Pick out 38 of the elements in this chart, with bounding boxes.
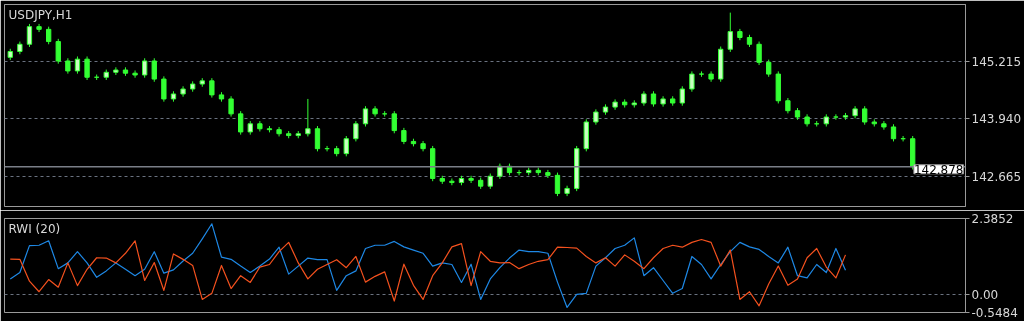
candlestick (343, 135, 349, 157)
candlestick (305, 98, 311, 137)
candlestick (756, 41, 762, 66)
candlestick (132, 69, 138, 79)
candlestick (238, 110, 244, 136)
candlestick (545, 169, 551, 179)
candlestick (142, 57, 148, 79)
candlestick (353, 120, 359, 142)
candlestick (228, 95, 234, 118)
line-series (9, 238, 847, 307)
candlestick (554, 172, 561, 197)
candlestick (468, 175, 474, 184)
y-tick-label: 0.00 (971, 288, 999, 303)
candlestick (362, 105, 369, 128)
y-tick-label: 145.215 (971, 54, 1022, 69)
candlestick (113, 66, 119, 76)
candlestick (679, 85, 685, 107)
candlestick (209, 77, 215, 99)
chart-title: USDJPY,H1 (8, 7, 73, 22)
candlestick (391, 110, 397, 134)
candlestick (55, 38, 61, 65)
candlestick (151, 57, 157, 83)
candlestick (26, 23, 33, 48)
candlestick (161, 75, 167, 103)
candlestick (314, 125, 321, 152)
candlestick (862, 105, 868, 126)
candlestick (727, 12, 733, 53)
y-tick-label: -0.5484 (971, 306, 1018, 320)
y-tick-label: 2.3852 (971, 212, 1014, 226)
candlestick (689, 70, 695, 93)
line-series (9, 223, 847, 309)
candlestick (36, 23, 42, 33)
chart-title: RWI (20) (8, 221, 61, 236)
candlestick (84, 55, 90, 81)
candlestick (449, 177, 455, 186)
ref-line-label: 142.878 (913, 162, 964, 177)
y-tick-label: 143.940 (971, 112, 1022, 127)
y-tick-label: 142.665 (971, 169, 1022, 184)
